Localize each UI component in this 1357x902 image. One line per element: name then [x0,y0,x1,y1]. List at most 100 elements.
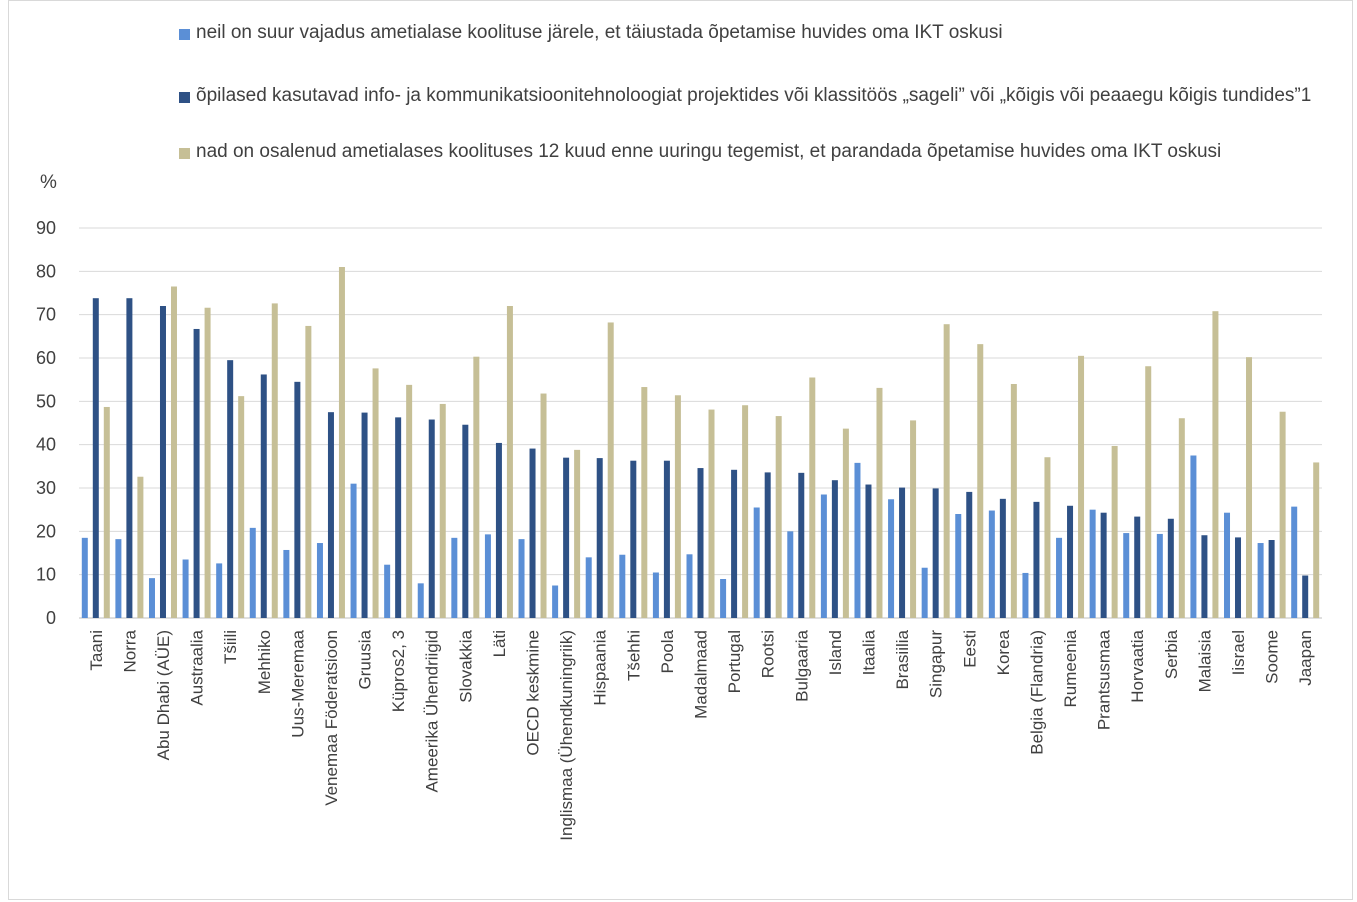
bar-series-1 [518,539,525,618]
bar-series-3 [1279,411,1286,618]
x-tick-label: Mehhiko [255,630,274,694]
bar-series-3 [1246,357,1253,618]
bar-series-3 [842,428,849,618]
x-tick-label: Uus-Meremaa [288,629,307,737]
bar-series-3 [708,409,715,618]
bar-series-2 [1100,512,1107,618]
legend-label-series-1: neil on suur vajadus ametialase koolitus… [196,22,1003,43]
bar-series-1 [1224,512,1231,618]
legend-item-series-2: õpilased kasutavad info- ja kommunikatsi… [179,82,1339,110]
bar-series-1 [249,527,256,618]
legend-swatch-series-2 [179,92,190,103]
bar-series-3 [439,403,446,618]
bar-series-1 [316,543,323,618]
bar-series-3 [103,406,110,618]
bar-series-1 [787,531,794,618]
x-tick-label: Ameerika Ühendriigid [423,630,442,793]
bar-series-1 [921,567,928,618]
x-tick-label: Island [826,630,845,675]
x-tick-label: Brasiilia [893,629,912,689]
bar-series-2 [596,458,603,618]
x-tick-label: Läti [490,630,509,657]
bar-series-2 [92,298,99,618]
bar-series-1 [484,534,491,618]
legend-swatch-series-1 [179,29,190,40]
bar-series-2 [495,442,502,618]
bar-series-2 [865,484,872,618]
bar-series-3 [305,325,312,618]
x-tick-label: Tšehhi [624,630,643,681]
x-tick-label: Rootsi [759,630,778,678]
bar-series-1 [1056,537,1063,618]
bar-series-1 [417,583,424,618]
x-tick-label: Iisrael [1229,630,1248,675]
bar-series-1 [1156,533,1163,618]
bar-series-2 [260,374,267,618]
x-tick-label: Belgia (Flandria) [1027,630,1046,755]
bar-series-2 [1302,575,1309,618]
x-tick-label: Küpros2, 3 [389,630,408,712]
bar-series-3 [943,324,950,618]
x-tick-label: Venemaa Föderatsioon [322,630,341,806]
bar-series-1 [652,572,659,618]
bar-series-3 [170,286,177,618]
x-tick-label: OECD keskmine [524,630,543,756]
bar-series-3 [607,322,614,618]
bar-series-3 [1212,311,1219,618]
bar-series-1 [148,578,155,618]
y-tick-label: 40 [36,435,56,455]
bar-series-3 [204,307,211,618]
x-tick-label: Poola [658,629,677,673]
bar-series-2 [831,480,838,618]
bar-series-2 [899,487,906,618]
bar-series-3 [137,476,144,618]
x-tick-label: Soome [1263,630,1282,684]
bar-series-2 [126,298,133,618]
x-tick-label: Inglismaa (Ühendkuningriik) [557,630,576,841]
x-tick-label: Gruusia [356,629,375,689]
x-tick-label: Bulgaaria [792,629,811,701]
bar-series-3 [977,344,984,618]
bar-series-1 [619,554,626,618]
bar-series-1 [720,579,727,618]
legend-swatch-series-3 [179,148,190,159]
bar-series-3 [506,306,513,618]
bar-series-2 [1134,516,1141,618]
x-tick-label: Madalmaad [692,630,711,719]
x-tick-label: Prantsusmaa [1095,629,1114,730]
x-tick-label: Hispaania [591,629,610,705]
bar-series-1 [182,559,189,618]
bar-series-1 [1291,506,1298,618]
x-tick-label: Tšiili [221,630,240,664]
bar-series-1 [1089,509,1096,618]
x-tick-label: Singapur [927,630,946,698]
bar-series-2 [663,460,670,618]
bar-series-3 [876,387,883,618]
bar-series-1 [1123,533,1130,618]
bar-series-2 [1235,537,1242,618]
bar-series-1 [955,514,962,618]
bar-series-2 [999,498,1006,618]
y-tick-label: 70 [36,305,56,325]
x-tick-label: Slovakkia [456,629,475,702]
bar-series-1 [820,494,827,618]
y-tick-label: 50 [36,391,56,411]
x-tick-label: Norra [120,629,139,672]
x-tick-label: Portugal [725,630,744,693]
bar-series-1 [1022,572,1029,618]
bar-series-3 [1145,366,1152,618]
bar-series-1 [81,537,88,618]
legend-label-series-2: õpilased kasutavad info- ja kommunikatsi… [196,85,1312,106]
bar-series-3 [775,416,782,618]
bar-series-1 [384,564,391,618]
bar-series-2 [1067,505,1074,618]
bar-series-1 [350,483,357,618]
x-tick-label: Korea [994,629,1013,675]
bar-series-2 [630,460,637,618]
legend-item-series-1: neil on suur vajadus ametialase koolitus… [179,19,1339,47]
legend-label-series-3: nad on osalenud ametialases koolituses 1… [196,141,1222,162]
bar-series-2 [193,328,200,618]
y-tick-label: 90 [36,218,56,238]
bar-series-1 [283,549,290,618]
